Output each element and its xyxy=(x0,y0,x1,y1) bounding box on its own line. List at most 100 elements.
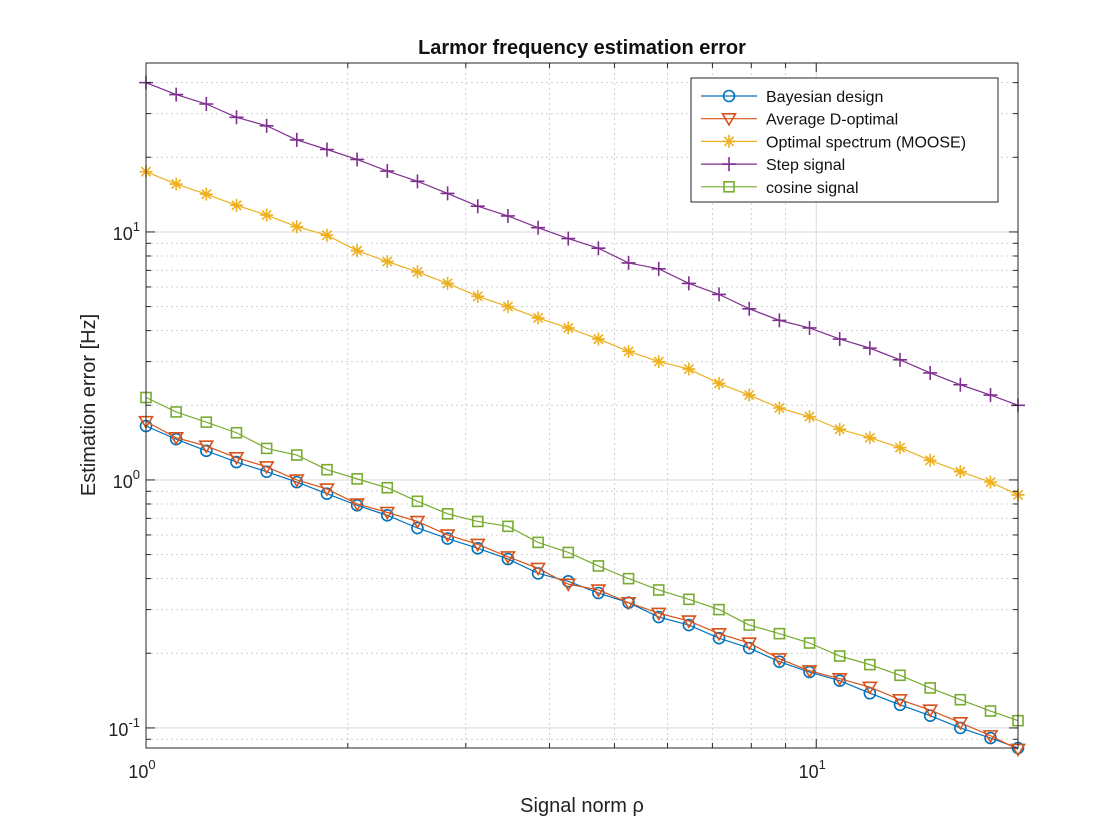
data-point-cosine-signal xyxy=(773,627,786,640)
data-point-bayesian-design xyxy=(230,455,243,469)
data-point-step-signal xyxy=(500,208,515,223)
data-point-optimal-spectrum-moose xyxy=(260,208,274,222)
series-line-optimal-spectrum-moose xyxy=(145,171,1019,496)
data-point-optimal-spectrum-moose xyxy=(229,198,243,212)
x-tick-exponent: 0 xyxy=(148,757,155,772)
data-point-average-d-optimal xyxy=(228,451,245,466)
y-tick-exponent: 1 xyxy=(133,219,140,234)
data-point-cosine-signal xyxy=(562,546,575,559)
data-point-cosine-signal xyxy=(652,584,665,596)
data-point-step-signal xyxy=(561,231,576,246)
data-point-step-signal xyxy=(893,352,908,367)
data-point-average-d-optimal xyxy=(801,665,818,679)
legend-box xyxy=(690,77,999,203)
data-point-step-signal xyxy=(862,341,877,356)
data-point-optimal-spectrum-moose xyxy=(561,321,575,335)
legend-marker xyxy=(723,181,735,193)
data-point-step-signal xyxy=(199,97,214,112)
data-point-step-signal xyxy=(651,261,666,276)
data-point-optimal-spectrum-moose xyxy=(953,465,967,479)
data-point-step-signal xyxy=(953,377,968,392)
data-point-step-signal xyxy=(470,199,485,214)
data-point-bayesian-design xyxy=(441,532,454,545)
data-point-average-d-optimal xyxy=(711,627,727,642)
data-point-optimal-spectrum-moose xyxy=(984,475,997,489)
series-average-d-optimal xyxy=(138,415,1026,758)
legend-marker xyxy=(722,89,736,103)
data-point-cosine-signal xyxy=(230,426,243,439)
data-point-step-signal xyxy=(169,87,184,102)
data-point-average-d-optimal xyxy=(892,693,908,708)
data-point-cosine-signal xyxy=(803,637,816,649)
data-point-average-d-optimal xyxy=(409,515,426,530)
data-point-step-signal xyxy=(380,164,395,179)
data-point-cosine-signal xyxy=(260,442,273,455)
data-point-step-signal xyxy=(621,255,636,270)
data-point-cosine-signal xyxy=(200,416,213,428)
data-point-bayesian-design xyxy=(592,586,605,600)
y-axis-label: Estimation error [Hz] xyxy=(78,314,100,496)
data-point-step-signal xyxy=(802,320,817,335)
data-point-optimal-spectrum-moose xyxy=(410,265,424,279)
data-point-bayesian-design xyxy=(652,610,666,624)
data-point-step-signal xyxy=(832,332,847,347)
data-point-bayesian-design xyxy=(712,631,726,645)
legend-label: Bayesian design xyxy=(766,89,883,106)
data-point-step-signal xyxy=(319,142,334,157)
data-point-step-signal xyxy=(259,118,274,133)
legend-marker xyxy=(721,113,737,127)
data-point-average-d-optimal xyxy=(379,506,396,521)
data-point-optimal-spectrum-moose xyxy=(531,311,545,325)
data-point-optimal-spectrum-moose xyxy=(622,344,636,358)
data-point-optimal-spectrum-moose xyxy=(742,388,756,402)
data-point-average-d-optimal xyxy=(500,551,516,565)
legend-label: Average D-optimal xyxy=(766,112,898,129)
series-line-step-signal xyxy=(145,82,1019,406)
legend-item-cosine-signal: cosine signal xyxy=(701,180,859,197)
data-point-cosine-signal xyxy=(592,560,605,572)
legend-item-average-d-optimal: Average D-optimal xyxy=(701,112,898,129)
data-point-bayesian-design xyxy=(411,521,424,535)
legend-item-bayesian-design: Bayesian design xyxy=(701,89,883,106)
data-point-optimal-spectrum-moose xyxy=(863,431,877,445)
data-point-average-d-optimal xyxy=(680,615,697,629)
data-point-average-d-optimal xyxy=(650,607,667,622)
data-point-cosine-signal xyxy=(291,449,303,461)
data-point-average-d-optimal xyxy=(439,529,456,543)
data-point-optimal-spectrum-moose xyxy=(501,300,515,314)
data-point-optimal-spectrum-moose xyxy=(320,228,334,242)
legend-item-step-signal: Step signal xyxy=(701,157,845,174)
data-point-step-signal xyxy=(983,388,998,403)
series-cosine-signal xyxy=(140,391,1024,727)
data-point-cosine-signal xyxy=(713,603,725,616)
y-tick-exponent: -1 xyxy=(128,715,140,730)
data-point-optimal-spectrum-moose xyxy=(712,376,726,390)
data-point-optimal-spectrum-moose xyxy=(803,410,817,424)
data-point-average-d-optimal xyxy=(861,681,878,695)
data-point-bayesian-design xyxy=(200,444,213,458)
data-point-cosine-signal xyxy=(864,658,876,671)
data-point-optimal-spectrum-moose xyxy=(772,401,786,415)
data-point-average-d-optimal xyxy=(771,653,788,667)
data-point-optimal-spectrum-moose xyxy=(199,187,213,201)
data-point-bayesian-design xyxy=(320,487,334,501)
data-point-optimal-spectrum-moose xyxy=(893,441,907,455)
x-tick-exponent: 1 xyxy=(819,757,826,772)
data-point-average-d-optimal xyxy=(982,730,999,744)
data-point-average-d-optimal xyxy=(168,432,185,446)
data-point-average-d-optimal xyxy=(560,578,577,592)
data-point-average-d-optimal xyxy=(620,596,637,611)
legend-label: Optimal spectrum (MOOSE) xyxy=(766,134,966,151)
data-point-step-signal xyxy=(772,313,787,328)
data-point-bayesian-design xyxy=(773,655,786,668)
legend-label: cosine signal xyxy=(766,180,859,197)
data-point-average-d-optimal xyxy=(922,704,939,718)
legend-item-optimal-spectrum-moose: Optimal spectrum (MOOSE) xyxy=(701,134,966,151)
data-point-average-d-optimal xyxy=(530,562,546,577)
data-point-optimal-spectrum-moose xyxy=(380,255,394,269)
data-point-step-signal xyxy=(440,186,455,201)
data-point-step-signal xyxy=(531,220,546,235)
data-point-cosine-signal xyxy=(622,572,635,585)
data-point-cosine-signal xyxy=(502,520,514,533)
